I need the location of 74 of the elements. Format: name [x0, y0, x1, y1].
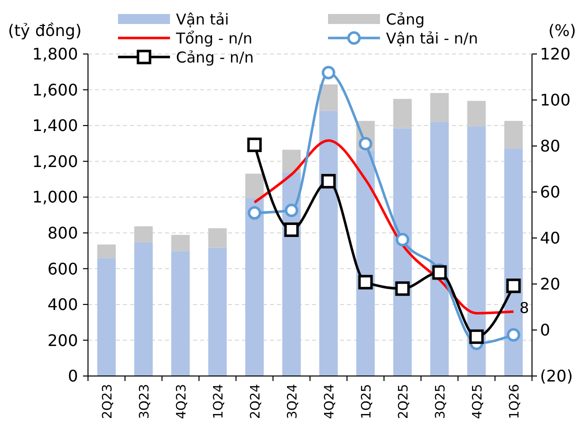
- point: [322, 66, 336, 80]
- x-tick-label: 2Q25: [396, 384, 412, 420]
- x-tick-label: 1Q24: [212, 384, 226, 420]
- y2-tick-label: 100: [540, 90, 571, 110]
- x-tick-label: 4Q23: [174, 384, 190, 420]
- legend-label: Cảng: [386, 10, 425, 28]
- x-tick-label: 2Q23: [100, 384, 116, 420]
- y-tick-label: 600: [47, 259, 78, 278]
- x-tick-label: 3Q24: [286, 384, 300, 420]
- legend-label: Vận tải - n/n: [386, 29, 478, 48]
- y2-tick-label: 80: [540, 136, 560, 156]
- x-tick-label: 3Q23: [138, 384, 152, 420]
- y2-tick-label: 60: [540, 182, 560, 202]
- point: [247, 138, 262, 152]
- y2-tick-label: (20): [540, 366, 573, 386]
- point: [284, 222, 299, 237]
- point: [506, 328, 520, 342]
- bar: [208, 228, 227, 248]
- legend-label: Tổng - n/n: [175, 29, 252, 48]
- bar: [97, 244, 116, 258]
- bar: [467, 126, 486, 376]
- data-label: 8: [520, 299, 530, 318]
- x-tick-label: 4Q25: [470, 384, 486, 420]
- y-tick-label: 1,400: [32, 116, 78, 136]
- bar: [356, 150, 375, 376]
- x-tick-label: 4Q24: [322, 384, 338, 420]
- y-tick-label: 400: [47, 295, 78, 314]
- y-axis-title: (tỷ đồng): [8, 21, 82, 40]
- point: [358, 136, 372, 150]
- x-tick-label: 1Q25: [360, 384, 374, 420]
- bar: [430, 122, 449, 376]
- bar: [97, 258, 116, 376]
- point: [432, 265, 447, 280]
- bar: [245, 198, 264, 376]
- bar: [171, 251, 190, 376]
- bar: [504, 120, 523, 148]
- bar: [467, 100, 486, 126]
- bar: [319, 110, 338, 376]
- x-tick-label: 3Q25: [434, 384, 448, 420]
- bar: [393, 98, 412, 128]
- y-tick-label: 800: [47, 223, 78, 242]
- point: [321, 174, 336, 188]
- x-tick-label: 1Q26: [508, 384, 522, 420]
- bar: [208, 248, 227, 376]
- point: [248, 206, 262, 220]
- point: [284, 204, 298, 218]
- x-tick-label: 2Q24: [248, 384, 264, 420]
- y2-axis-title: (%): [548, 21, 576, 40]
- y2-tick-label: 20: [540, 274, 560, 294]
- bar: [134, 226, 153, 242]
- bar: [393, 128, 412, 376]
- y2-tick-label: 0: [540, 320, 550, 340]
- y-tick-label: 0: [68, 366, 78, 386]
- point: [396, 232, 410, 246]
- y-tick-label: 1,600: [32, 80, 78, 100]
- y-tick-label: 1,800: [32, 44, 78, 64]
- legend-label: Cảng - n/n: [176, 48, 254, 66]
- point: [395, 281, 410, 296]
- y-tick-label: 1,000: [32, 188, 78, 207]
- point: [506, 278, 521, 294]
- bar: [245, 174, 264, 198]
- y-tick-label: 200: [47, 330, 78, 350]
- bar: [171, 234, 190, 252]
- y2-tick-label: 40: [540, 228, 560, 248]
- legend-label: Vận tải: [176, 10, 229, 28]
- bar: [134, 242, 153, 376]
- bar: [282, 150, 301, 172]
- point: [358, 274, 373, 290]
- line-series: [253, 139, 515, 314]
- point: [469, 329, 484, 344]
- bar: [430, 93, 449, 122]
- bar: [319, 84, 338, 111]
- y-tick-label: 1,200: [32, 152, 78, 171]
- y2-tick-label: 120: [540, 44, 571, 64]
